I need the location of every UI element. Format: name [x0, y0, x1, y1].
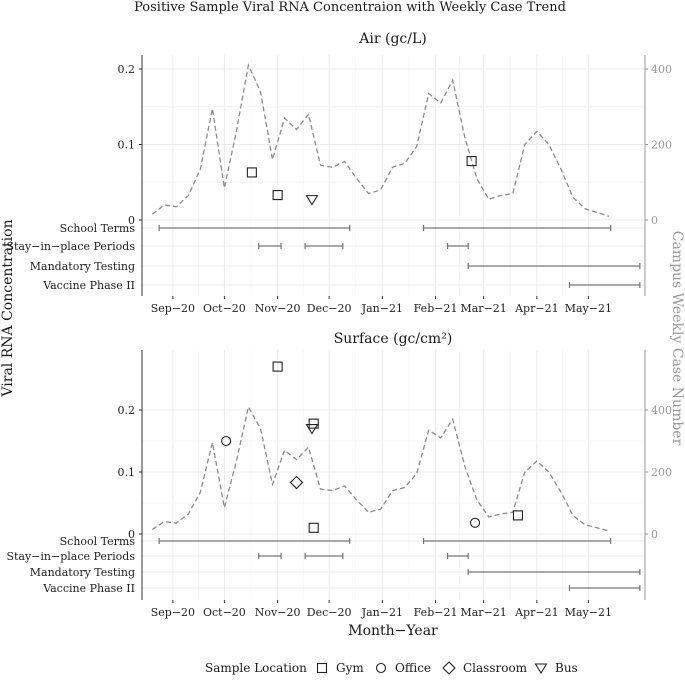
- legend: Sample Location Gym Office Classroom Bus: [205, 661, 578, 675]
- x-tick-label: May−21: [565, 302, 612, 315]
- x-tick-label: Feb−21: [414, 606, 458, 619]
- y-axis-label: Viral RNA Concentration: [0, 219, 16, 397]
- legend-title: Sample Location: [205, 661, 307, 675]
- event-label: Vaccine Phase II: [42, 279, 135, 292]
- x-tick-label: Mar−21: [460, 302, 506, 315]
- data-point: [305, 195, 319, 206]
- x-tick-label: Apr−21: [514, 302, 558, 315]
- data-point: [469, 517, 481, 528]
- data-point: [512, 510, 524, 521]
- y2-tick-label: 400: [651, 404, 672, 417]
- y2-axis-label: Campus Weekly Case Number: [669, 231, 685, 446]
- y2-tick-label: 200: [651, 139, 672, 152]
- y2-tick-label: 200: [651, 466, 672, 479]
- event-label: Stay−in−place Periods: [6, 240, 135, 253]
- x-tick-label: Dec−20: [307, 606, 352, 619]
- x-tick-label: Mar−21: [460, 606, 506, 619]
- event-label: School Terms: [60, 535, 136, 548]
- legend-entry-label: Gym: [336, 661, 364, 675]
- x-tick-label: May−21: [565, 606, 612, 619]
- chart-title: Positive Sample Viral RNA Concentraion w…: [134, 0, 566, 15]
- x-tick-label: Sep−20: [151, 606, 195, 619]
- x-axis-label: Month−Year: [348, 623, 438, 639]
- x-tick-label: Oct−20: [203, 302, 246, 315]
- case-trend-line: [151, 63, 610, 217]
- x-tick-label: Nov−20: [255, 302, 301, 315]
- data-point: [221, 435, 232, 447]
- data-point: [305, 424, 319, 435]
- data-point: [289, 475, 304, 490]
- event-label: Stay−in−place Periods: [6, 550, 135, 563]
- event-label: Mandatory Testing: [30, 566, 135, 579]
- x-tick-label: Feb−21: [414, 302, 458, 315]
- y2-tick-label: 400: [651, 63, 672, 76]
- x-tick-label: Nov−20: [255, 606, 301, 619]
- y-tick-label: 0: [128, 214, 135, 227]
- panel-title-air: Air (gc/L): [358, 31, 426, 47]
- y-tick-label: 0.1: [118, 466, 136, 479]
- event-label: School Terms: [60, 222, 136, 235]
- case-trend-line: [151, 405, 610, 532]
- data-point: [308, 418, 319, 429]
- panel-surface: Surface (gc/cm²) 0 0.1 0.2 0 200 400 Sep−20 Oct−…: [6, 331, 672, 619]
- x-tick-label: Jan−21: [361, 606, 403, 619]
- y-tick-label: 0.2: [118, 404, 136, 417]
- data-point: [272, 361, 283, 372]
- x-tick-label: Oct−20: [203, 606, 246, 619]
- legend-entry-label: Office: [395, 661, 431, 675]
- event-label: Mandatory Testing: [30, 260, 135, 273]
- y-tick-label: 0: [128, 528, 135, 541]
- legend-entry-label: Classroom: [463, 661, 528, 675]
- x-tick-label: Sep−20: [151, 302, 195, 315]
- data-point: [246, 167, 257, 178]
- legend-diamond-icon: [442, 661, 456, 675]
- legend-circle-icon: [375, 662, 387, 674]
- legend-entry-label: Bus: [555, 661, 578, 675]
- legend-triangle-icon: [534, 663, 548, 675]
- event-label: Vaccine Phase II: [42, 582, 135, 595]
- y2-tick-label: 0: [651, 528, 658, 541]
- data-point: [466, 156, 477, 167]
- legend-square-icon: [316, 662, 328, 674]
- y-tick-label: 0.2: [118, 63, 136, 76]
- panel-air: Air (gc/L) 0 0.1 0.2 0 200 400 Sep−20 Oct−20 Nov−…: [6, 31, 672, 315]
- x-tick-label: Jan−21: [361, 302, 403, 315]
- data-point: [308, 522, 319, 533]
- y2-tick-label: 0: [651, 214, 658, 227]
- x-tick-label: Dec−20: [307, 302, 352, 315]
- data-point: [272, 190, 283, 201]
- x-tick-label: Apr−21: [514, 606, 558, 619]
- y-tick-label: 0.1: [118, 139, 136, 152]
- panel-title-surface: Surface (gc/cm²): [334, 331, 453, 347]
